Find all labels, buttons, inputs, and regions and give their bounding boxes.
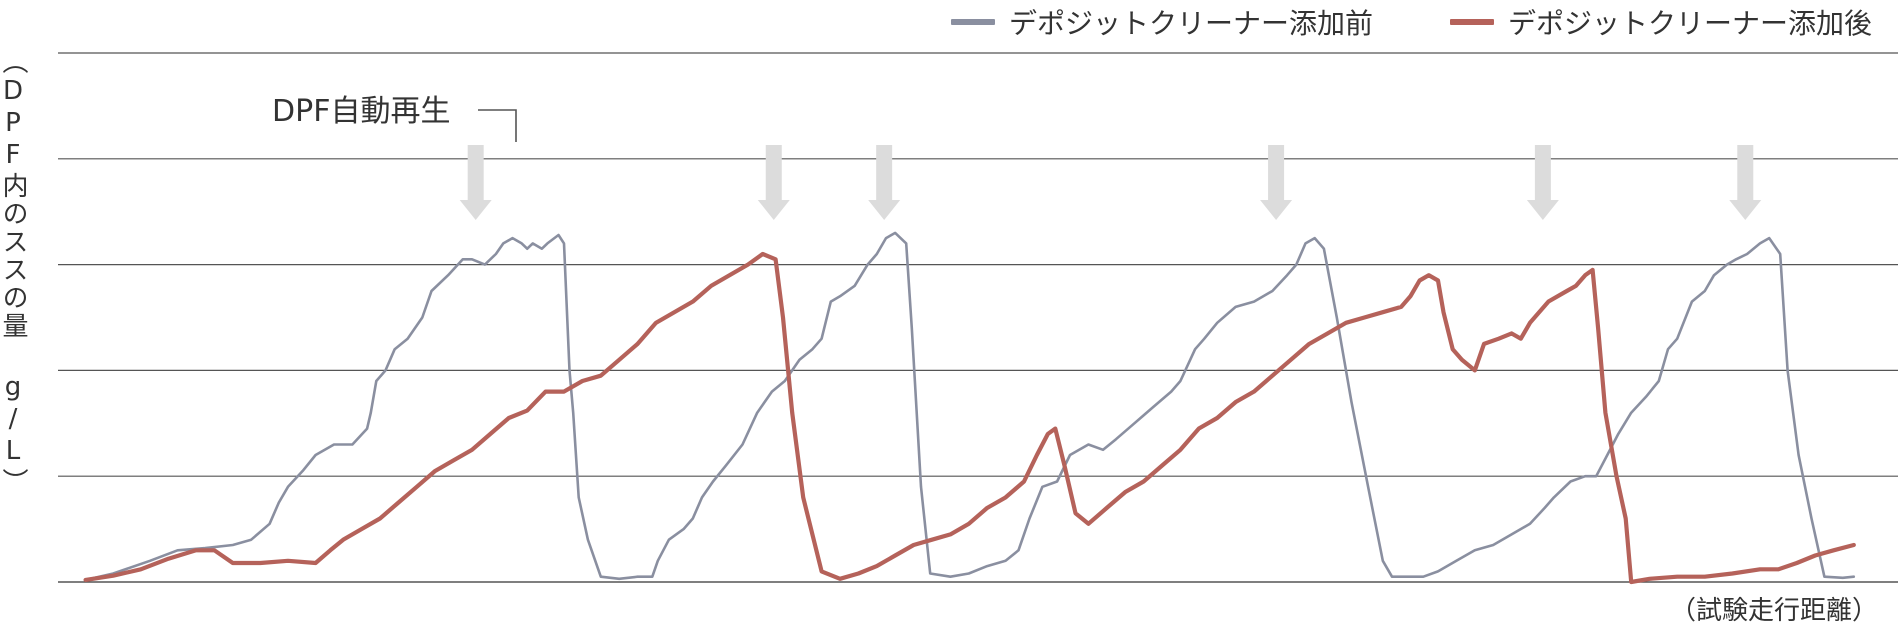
series-line-after bbox=[83, 251, 1856, 585]
legend-item-before: デポジットクリーナー添加前 bbox=[951, 2, 1373, 42]
series-line-before bbox=[84, 231, 1856, 582]
annotation-label: DPF自動再生 bbox=[272, 94, 451, 129]
regeneration-arrow-icon bbox=[459, 145, 492, 220]
legend-label-after: デポジットクリーナー添加後 bbox=[1508, 7, 1873, 40]
regeneration-arrow-icon bbox=[757, 145, 790, 220]
legend-swatch-after bbox=[1450, 19, 1494, 25]
annotation-leader-line bbox=[478, 109, 517, 142]
regeneration-arrow-icon bbox=[1526, 145, 1559, 220]
legend-label-before: デポジットクリーナー添加前 bbox=[1009, 7, 1374, 40]
regeneration-markers bbox=[459, 145, 1762, 220]
regeneration-arrow-icon bbox=[1729, 145, 1762, 220]
regeneration-arrow-icon bbox=[868, 145, 901, 220]
series-lines bbox=[83, 231, 1856, 585]
y-axis-label: （DPF内のススの量 g/L） bbox=[0, 48, 28, 496]
legend-swatch-before bbox=[951, 19, 995, 25]
x-axis-label: （試験走行距離） bbox=[1669, 596, 1878, 626]
gridlines bbox=[58, 52, 1898, 583]
regeneration-arrow-icon bbox=[1260, 145, 1293, 220]
legend-item-after: デポジットクリーナー添加後 bbox=[1450, 2, 1872, 42]
